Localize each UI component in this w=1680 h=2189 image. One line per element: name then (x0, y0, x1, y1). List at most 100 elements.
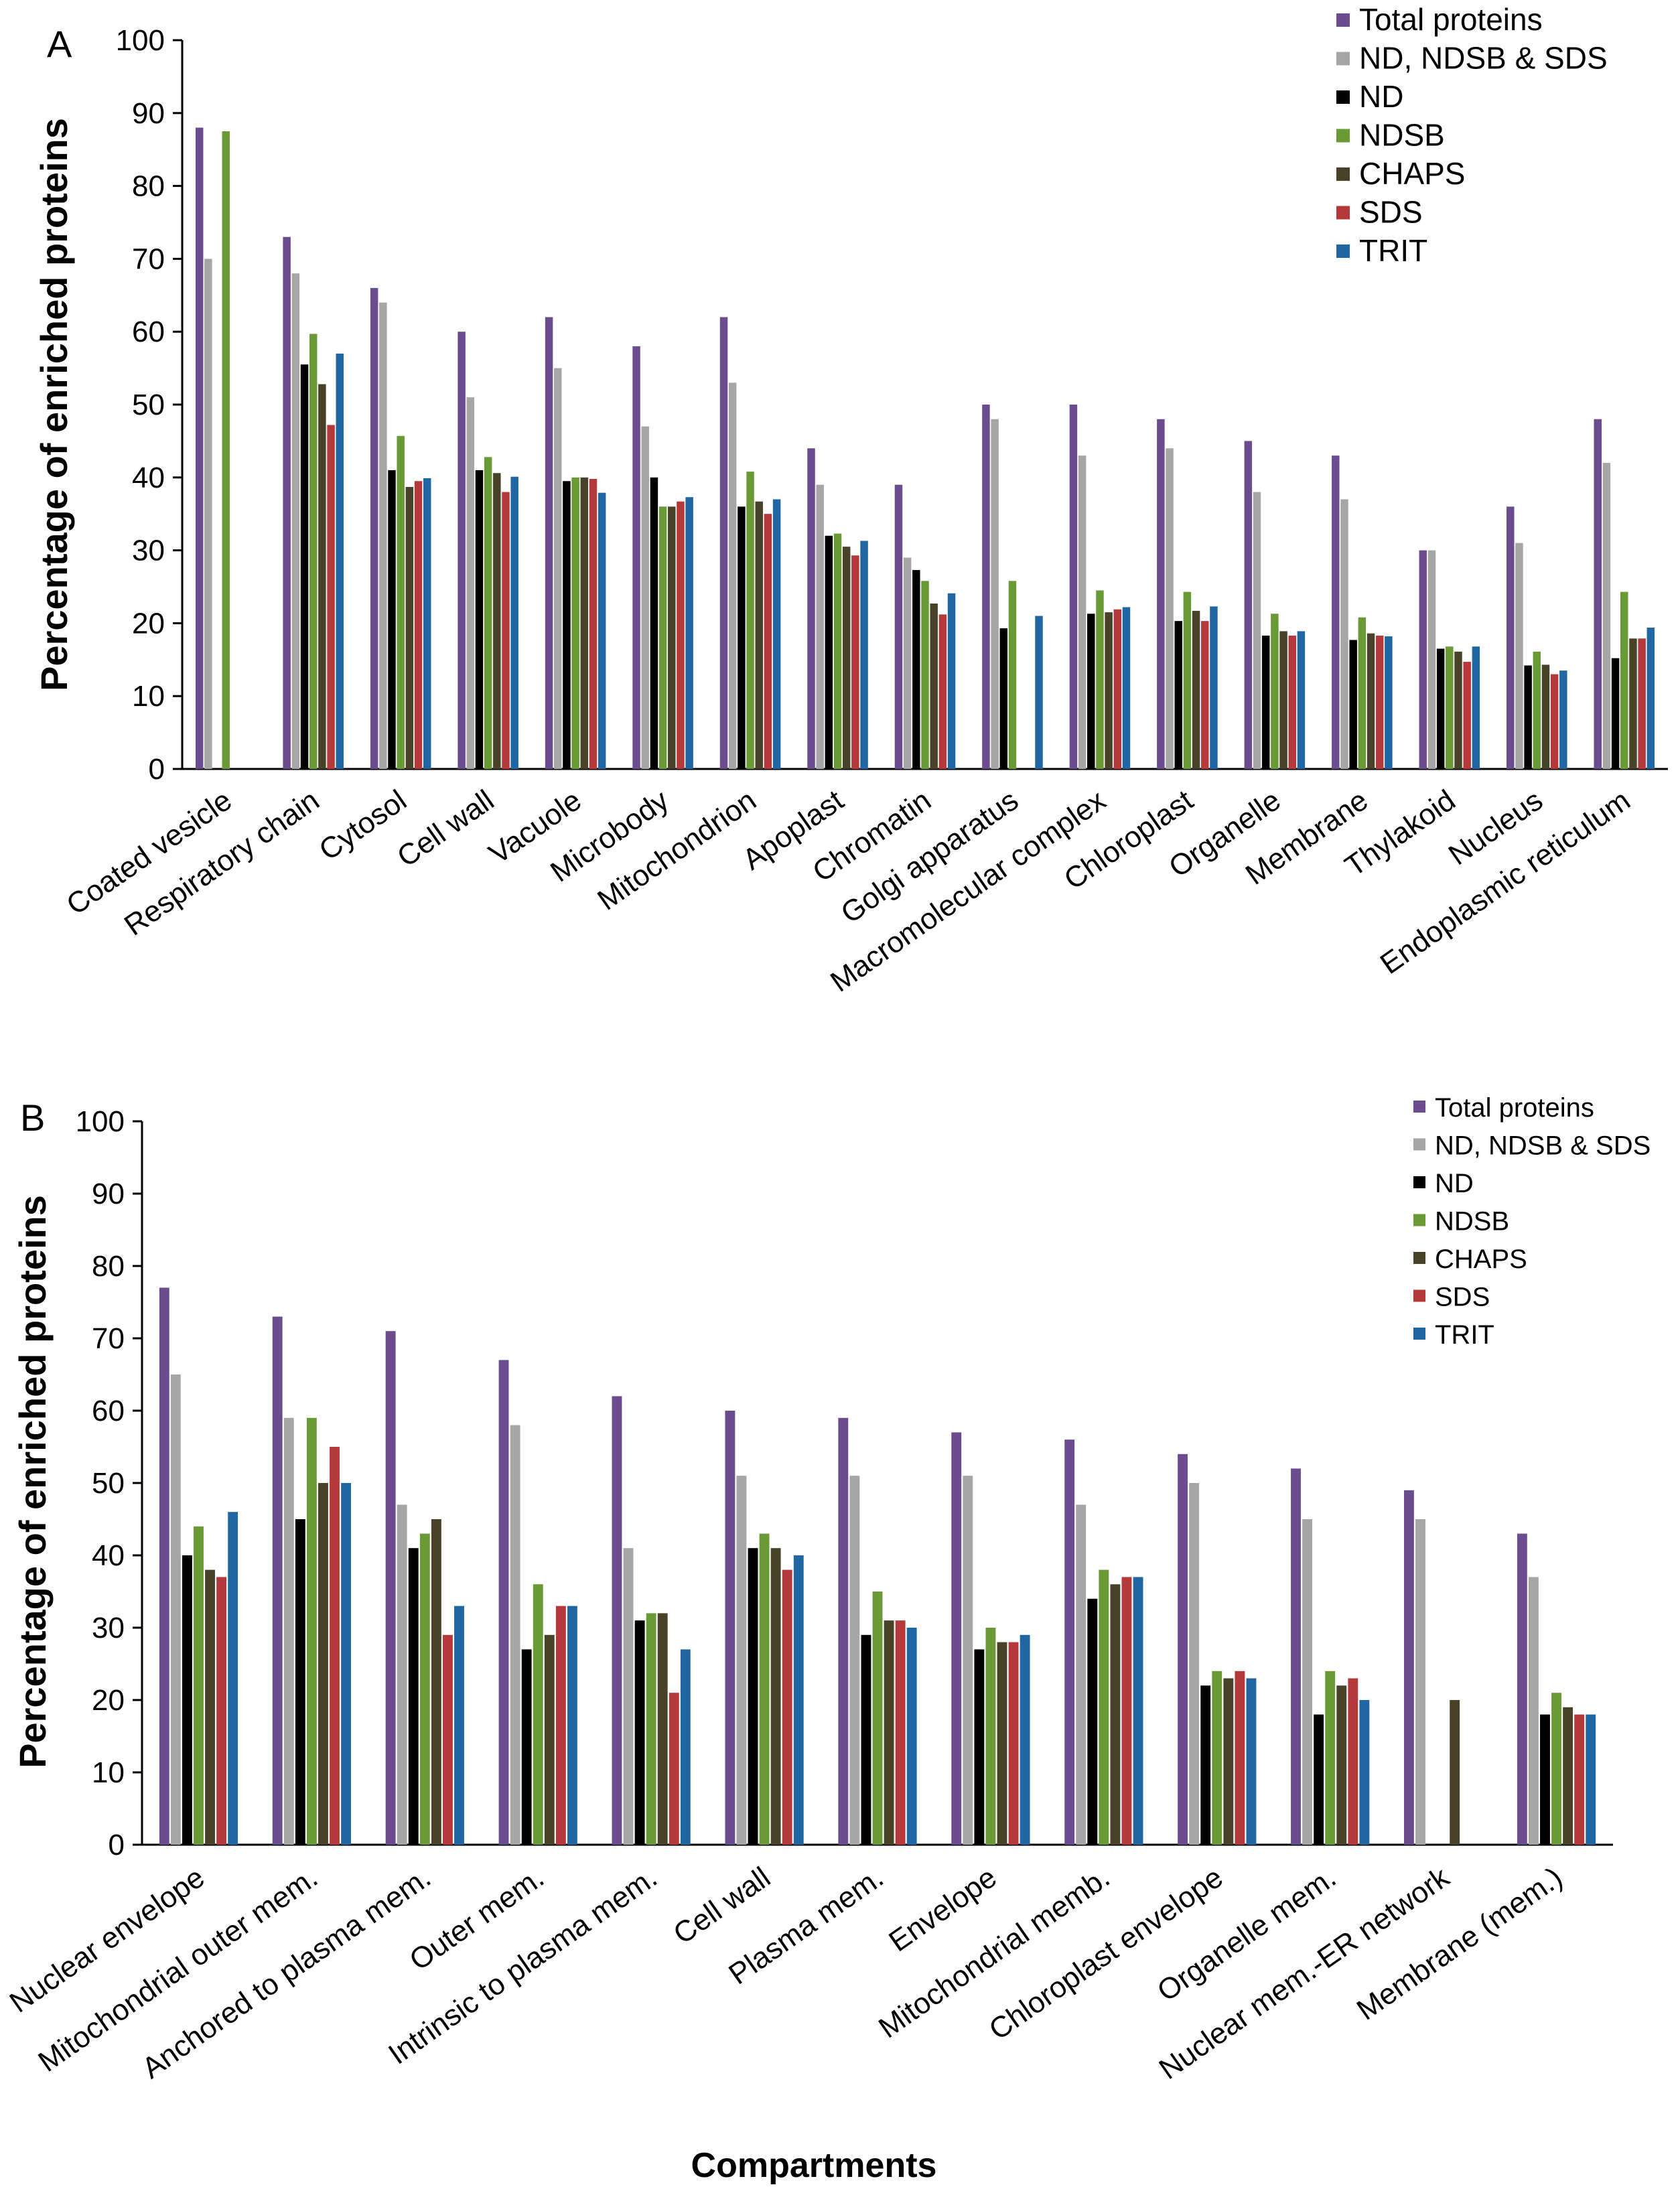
bar-b-7-6 (895, 1620, 906, 1845)
bar-a-5-5 (580, 477, 589, 769)
bar-a-2-6 (327, 425, 335, 769)
legend-swatch-b (1413, 1101, 1425, 1113)
legend-label-b: Total proteins (1435, 1093, 1594, 1123)
y-tick-label-a: 10 (132, 680, 165, 713)
y-tick-label-b: 10 (92, 1756, 125, 1789)
bar-a-9-6 (938, 614, 947, 769)
bar-b-4-3 (521, 1649, 532, 1845)
y-axis-title-b: Percentage of enriched proteins (11, 1195, 54, 1768)
bar-b-8-1 (951, 1432, 962, 1845)
legend-swatch-b (1413, 1176, 1425, 1188)
bar-b-6-7 (793, 1555, 804, 1845)
legend-label-a: Total proteins (1359, 2, 1543, 37)
bar-b-3-7 (454, 1606, 464, 1845)
bar-b-8-7 (1020, 1634, 1030, 1845)
bar-a-3-6 (414, 481, 423, 769)
y-tick-label-b: 90 (92, 1178, 125, 1210)
legend-label-a: NDSB (1359, 118, 1445, 153)
bar-b-3-5 (431, 1519, 441, 1845)
bar-a-12-6 (1201, 621, 1209, 769)
bar-a-15-3 (1436, 648, 1445, 769)
bar-b-1-1 (159, 1287, 169, 1845)
bar-a-11-6 (1113, 609, 1122, 769)
bar-a-7-4 (746, 472, 754, 769)
bar-a-8-6 (851, 555, 859, 769)
y-tick-label-a: 40 (132, 462, 165, 494)
bar-a-16-1 (1507, 506, 1515, 769)
bar-a-15-7 (1472, 646, 1480, 769)
bar-b-6-6 (782, 1569, 792, 1845)
y-tick-label-a: 80 (132, 170, 165, 203)
y-tick-label-b: 50 (92, 1467, 125, 1500)
bar-b-6-5 (770, 1548, 781, 1845)
bar-b-2-5 (318, 1483, 328, 1845)
bar-b-5-1 (612, 1396, 622, 1845)
bar-a-3-2 (379, 302, 387, 769)
bar-b-6-1 (725, 1411, 736, 1845)
bar-a-16-7 (1559, 670, 1567, 769)
legend-swatch-b (1413, 1252, 1425, 1264)
bar-a-16-6 (1550, 674, 1559, 769)
bar-b-9-7 (1133, 1577, 1143, 1845)
bar-b-2-2 (283, 1417, 294, 1845)
bar-a-5-2 (554, 368, 562, 769)
bar-a-12-7 (1210, 606, 1218, 769)
legend-label-b: ND (1435, 1169, 1474, 1198)
bar-a-4-2 (466, 397, 475, 769)
legend-swatch-b (1413, 1289, 1425, 1302)
bar-b-6-4 (759, 1533, 770, 1845)
bar-b-4-7 (567, 1606, 577, 1845)
bar-b-13-1 (1517, 1533, 1527, 1845)
bar-b-12-5 (1450, 1700, 1460, 1845)
legend-swatch-a (1336, 167, 1350, 181)
bar-a-7-1 (719, 317, 728, 769)
bar-a-4-3 (475, 470, 484, 769)
bar-a-5-3 (563, 481, 571, 769)
bar-a-17-1 (1594, 419, 1602, 769)
bar-a-7-5 (755, 501, 763, 769)
bar-b-3-1 (385, 1331, 396, 1845)
legend-label-a: TRIT (1359, 233, 1427, 268)
bar-b-1-5 (205, 1569, 215, 1845)
bar-a-9-1 (894, 484, 903, 769)
y-tick-label-a: 0 (149, 753, 165, 786)
bar-a-2-7 (336, 353, 344, 769)
y-tick-label-a: 70 (132, 242, 165, 275)
bar-b-7-3 (861, 1634, 871, 1845)
bar-a-4-4 (484, 457, 492, 769)
bar-a-9-5 (930, 604, 938, 769)
bar-a-1-4 (222, 131, 230, 769)
bar-b-2-6 (330, 1447, 340, 1845)
bar-a-10-4 (1008, 581, 1017, 769)
bar-a-12-5 (1192, 610, 1200, 769)
bar-a-5-4 (571, 477, 579, 769)
bar-a-17-7 (1647, 627, 1655, 769)
bar-a-2-3 (300, 364, 309, 769)
bar-b-4-2 (510, 1425, 520, 1845)
legend-swatch-a (1336, 244, 1350, 258)
bar-a-2-2 (291, 273, 300, 769)
legend-swatch-a (1336, 90, 1350, 104)
bar-b-8-4 (985, 1628, 996, 1845)
bar-b-9-6 (1121, 1577, 1132, 1845)
y-tick-label-b: 70 (92, 1322, 125, 1355)
bar-a-12-1 (1157, 419, 1165, 769)
bar-a-5-1 (545, 317, 553, 769)
legend-swatch-a (1336, 13, 1350, 27)
bar-a-5-6 (589, 478, 598, 769)
y-tick-label-b: 60 (92, 1395, 125, 1427)
y-tick-label-b: 30 (92, 1612, 125, 1644)
bar-a-13-3 (1261, 635, 1270, 769)
bar-a-4-1 (458, 332, 466, 769)
bar-a-4-5 (493, 473, 501, 769)
legend-swatch-b (1413, 1328, 1425, 1340)
category-label-b: Cell wall (668, 1861, 776, 1951)
bar-b-7-5 (884, 1620, 894, 1845)
bar-b-6-3 (748, 1548, 758, 1845)
bar-a-16-2 (1515, 543, 1523, 769)
y-tick-label-a: 20 (132, 607, 165, 640)
bar-a-16-4 (1533, 651, 1541, 769)
bar-a-14-1 (1332, 455, 1340, 769)
bar-a-9-7 (947, 593, 956, 769)
bar-b-2-7 (341, 1483, 352, 1845)
